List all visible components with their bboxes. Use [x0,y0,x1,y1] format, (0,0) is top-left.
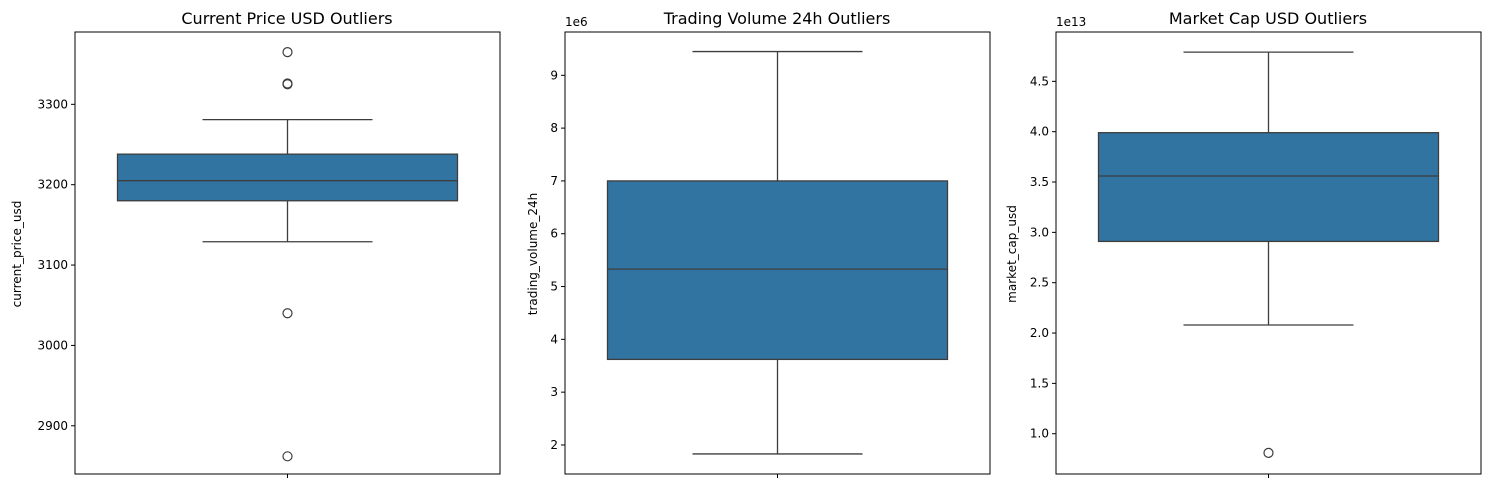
y-tick-label: 2.5 [1030,276,1049,290]
y-tick-label: 5 [550,280,558,294]
axes-frame [1055,31,1482,475]
y-tick-label: 3.5 [1030,175,1049,189]
y-tick-label: 3000 [37,338,68,352]
y-tick-label: 6 [550,227,558,241]
y-tick-label: 4.0 [1030,125,1049,139]
chart-panel-market-cap: Market Cap USD Outliers market_cap_usd 1… [1005,9,1482,478]
chart-panel-trading-volume: Trading Volume 24h Outliers trading_volu… [526,9,991,478]
y-tick-label: 3300 [37,97,68,111]
y-tick-label: 9 [550,68,558,82]
axes-frame [74,31,501,475]
outlier-point [282,451,293,462]
axis-offset-label: 1e13 [1056,15,1086,29]
y-tick-label: 3 [550,385,558,399]
outlier-point [282,308,293,319]
outlier-point [282,79,293,90]
y-tick-label: 3200 [37,178,68,192]
iqr-box [116,153,459,202]
y-axis-label: trading_volume_24h [526,193,540,316]
y-tick-label: 2 [550,438,558,452]
y-tick-label: 7 [550,174,558,188]
axis-offset-label: 1e6 [565,15,588,29]
iqr-box [606,180,949,361]
y-tick-label: 4 [550,332,558,346]
chart-title: Current Price USD Outliers [181,9,392,28]
outlier-point [1263,447,1274,458]
chart-title: Market Cap USD Outliers [1169,9,1367,28]
y-tick-label: 2.0 [1030,326,1049,340]
iqr-box [1097,132,1440,243]
y-tick-label: 4.5 [1030,74,1049,88]
outlier-point [282,46,293,58]
y-tick-label: 1.5 [1030,376,1049,390]
y-axis-label: market_cap_usd [1005,205,1019,303]
y-tick-label: 3100 [37,258,68,272]
y-tick-label: 2900 [37,419,68,433]
y-tick-label: 1.0 [1030,427,1049,441]
y-tick-label: 3.0 [1030,225,1049,239]
axes-frame [564,31,991,475]
chart-panel-current-price: Current Price USD Outliers current_price… [10,9,501,478]
y-tick-label: 8 [550,121,558,135]
chart-title: Trading Volume 24h Outliers [663,9,891,28]
y-axis-label: current_price_usd [10,201,24,308]
